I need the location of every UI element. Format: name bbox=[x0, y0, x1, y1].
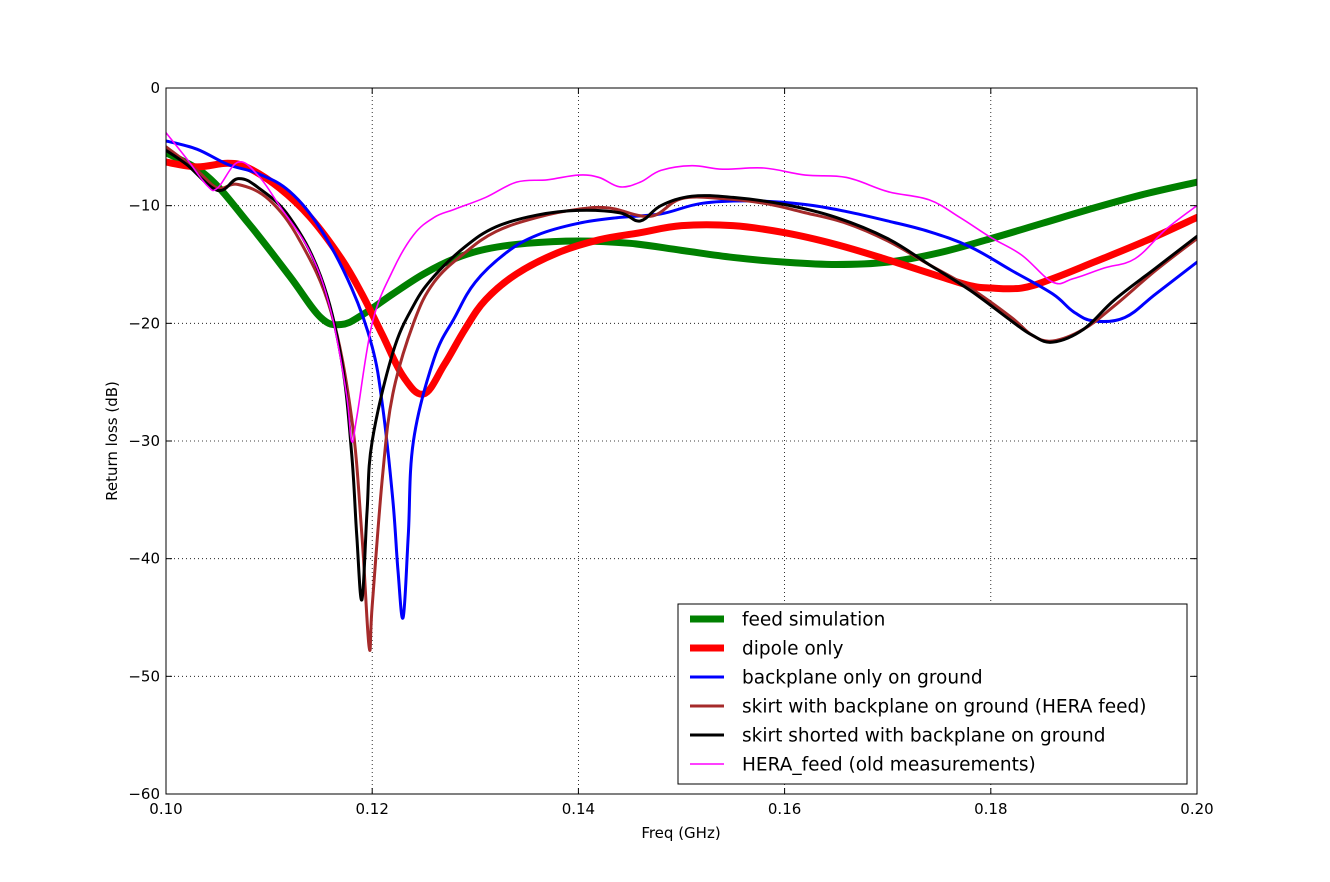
plot-area bbox=[166, 131, 1197, 652]
y-tick-label: 0 bbox=[150, 79, 160, 97]
x-tick-label: 0.12 bbox=[355, 800, 388, 818]
legend-label-backplane-only-on-ground: backplane only on ground bbox=[742, 668, 983, 689]
axis-ticks bbox=[165, 87, 1198, 795]
legend-label-skirt-with-backplane-on-ground-hera-feed: skirt with backplane on ground (HERA fee… bbox=[742, 697, 1147, 718]
series-line-hera-feed-old-measurements bbox=[166, 131, 1197, 443]
x-tick-label: 0.18 bbox=[974, 800, 1007, 818]
y-axis-label: Return loss (dB) bbox=[103, 381, 121, 501]
x-tick-label: 0.14 bbox=[562, 800, 595, 818]
legend-frame bbox=[677, 603, 1188, 785]
y-tick-label: −30 bbox=[128, 432, 160, 450]
x-axis-label: Freq (GHz) bbox=[641, 824, 720, 842]
y-tick-label: −40 bbox=[128, 550, 160, 568]
x-tick-label: 0.16 bbox=[768, 800, 801, 818]
y-tick-label: −20 bbox=[128, 314, 160, 332]
y-tick-label: −10 bbox=[128, 197, 160, 215]
tick-labels: 0.10 0.12 0.14 0.16 0.18 0.20 0 −10 −20 −30 −40 −50… bbox=[128, 79, 1213, 818]
series-line-backplane-only-on-ground bbox=[166, 139, 1197, 620]
x-tick-label: 0.20 bbox=[1180, 800, 1213, 818]
series-line-feed-simulation bbox=[166, 149, 1197, 329]
series-layer bbox=[166, 131, 1197, 652]
x-tick-label: 0.10 bbox=[149, 800, 182, 818]
legend-label-dipole-only: dipole only bbox=[742, 639, 844, 660]
legend: feed simulation dipole only backplane only… bbox=[677, 603, 1188, 785]
series-line-dipole-only bbox=[166, 158, 1197, 398]
legend-label-feed-simulation: feed simulation bbox=[742, 610, 885, 631]
y-tick-label: −60 bbox=[128, 785, 160, 803]
y-tick-label: −50 bbox=[128, 667, 160, 685]
legend-label-skirt-shorted-with-backplane-on-ground: skirt shorted with backplane on ground bbox=[742, 726, 1105, 747]
legend-label-hera-feed-old-measurements: HERA_feed (old measurements) bbox=[742, 755, 1036, 776]
